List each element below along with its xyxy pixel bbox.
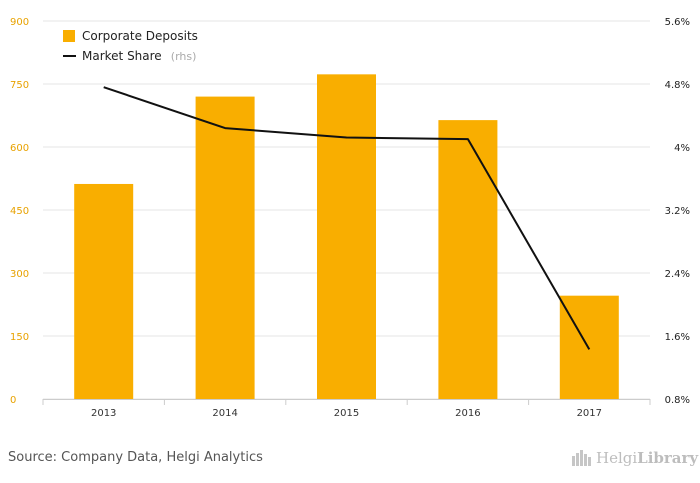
y-right-tick-label: 1.6% <box>665 332 690 343</box>
x-tick-label: 2015 <box>334 408 359 419</box>
y-left-tick-label: 600 <box>10 143 29 154</box>
y-left-tick-label: 300 <box>10 269 29 280</box>
y-right-tick-label: 4% <box>674 143 690 154</box>
bar <box>317 74 376 399</box>
axes: 0 0.8% 150 1.6% 300 2.4% 450 3.2% 600 4% 750 4.8% 90… <box>10 17 690 419</box>
y-right-tick-label: 3.2% <box>665 206 690 217</box>
line-series-market-share <box>103 86 591 350</box>
legend-label-market-share: Market Share (rhs) <box>82 45 196 64</box>
source-note: Source: Company Data, Helgi Analytics <box>8 450 263 465</box>
x-tick-label: 2014 <box>212 408 237 419</box>
x-tick-label: 2013 <box>91 408 116 419</box>
legend: Corporate Deposits Market Share (rhs) <box>63 29 198 64</box>
y-right-tick-label: 0.8% <box>665 395 690 406</box>
y-left-tick-label: 750 <box>10 80 29 91</box>
bar-series-corporate-deposits <box>74 74 619 400</box>
y-right-tick-label: 5.6% <box>665 17 690 28</box>
y-left-tick-label: 900 <box>10 17 29 28</box>
y-right-tick-label: 4.8% <box>665 80 690 91</box>
helgi-library-logo: HelgiLibrary <box>572 449 698 467</box>
library-buildings-icon <box>572 450 591 466</box>
logo-word-helgi: Helgi <box>596 449 638 467</box>
legend-label-corporate-deposits: Corporate Deposits <box>82 29 198 43</box>
x-tick-label: 2016 <box>455 408 480 419</box>
bar <box>559 295 619 399</box>
x-tick-label: 2017 <box>577 408 602 419</box>
bar <box>74 183 134 399</box>
legend-label-market-share-text: Market Share <box>82 49 162 63</box>
y-left-tick-label: 450 <box>10 206 29 217</box>
y-left-tick-label: 0 <box>10 395 16 406</box>
y-left-tick-label: 150 <box>10 332 29 343</box>
logo-wordmark: HelgiLibrary <box>596 449 698 467</box>
legend-swatch-corporate-deposits <box>63 30 75 42</box>
legend-note-rhs: (rhs) <box>171 50 197 63</box>
y-right-tick-label: 2.4% <box>665 269 690 280</box>
logo-word-library: Library <box>637 449 699 467</box>
bar <box>438 120 498 400</box>
bar <box>195 96 255 399</box>
